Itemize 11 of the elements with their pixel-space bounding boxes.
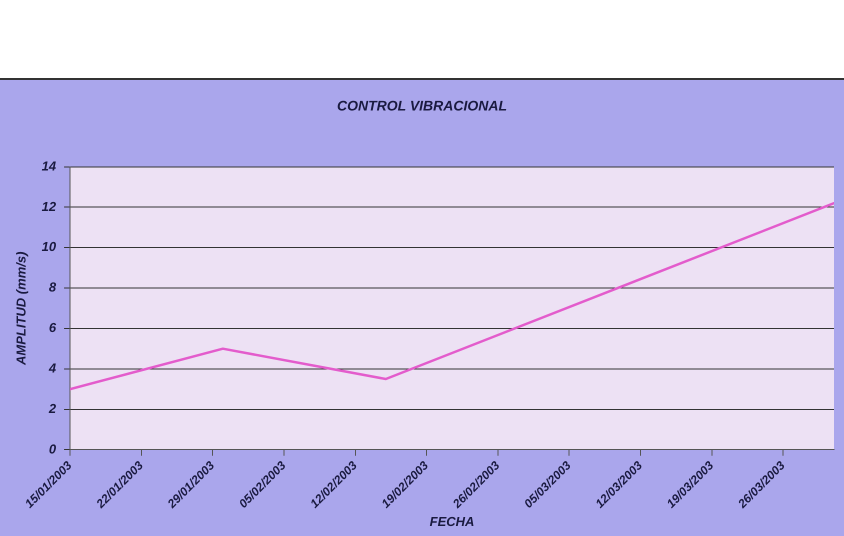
x-axis-title: FECHA <box>430 514 474 529</box>
y-tick-label: 14 <box>42 158 57 174</box>
y-axis-title: AMPLITUD (mm/s) <box>13 252 28 366</box>
y-tick-label: 8 <box>48 280 57 295</box>
y-tick-label: 4 <box>48 360 57 376</box>
y-tick-label: 10 <box>42 239 57 254</box>
y-tick-label: 6 <box>48 320 57 336</box>
y-tick-label: 2 <box>48 400 57 416</box>
chart-title: CONTROL VIBRACIONAL <box>336 97 508 114</box>
y-tick-label: 0 <box>48 441 57 456</box>
y-tick-label: 12 <box>42 198 57 214</box>
